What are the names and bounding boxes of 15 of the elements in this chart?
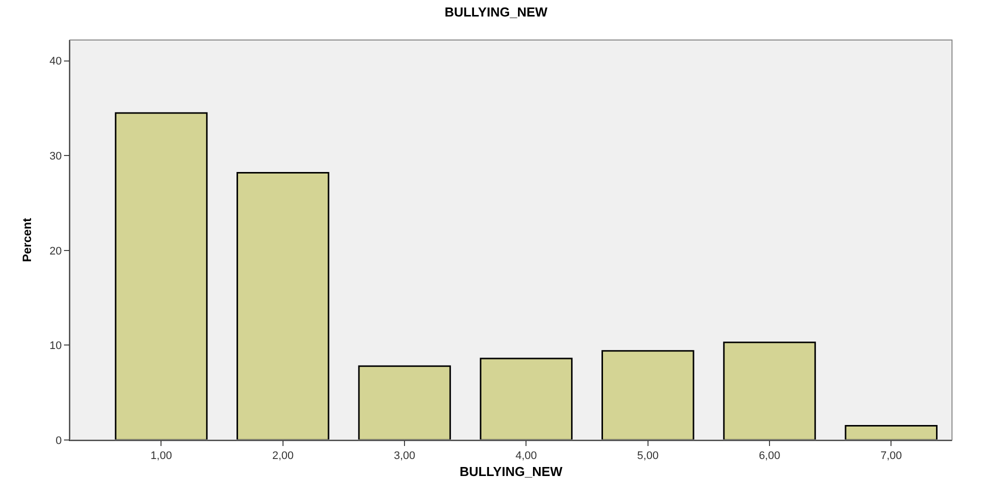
chart-title: BULLYING_NEW: [444, 4, 548, 20]
x-tick-label: 2,00: [272, 450, 294, 462]
x-tick-label: 3,00: [394, 450, 416, 462]
x-tick-label: 5,00: [637, 450, 659, 462]
x-axis-title: BULLYING_NEW: [460, 464, 564, 479]
y-tick-label: 10: [50, 340, 62, 352]
x-tick-label: 4,00: [516, 450, 537, 462]
y-tick-label: 30: [50, 150, 62, 162]
y-tick-label: 0: [56, 434, 62, 447]
y-tick-label: 20: [50, 245, 62, 258]
x-tick-label: 6,00: [758, 450, 780, 462]
x-tick-label: 7,00: [880, 450, 902, 462]
x-tick-label: 1,00: [150, 450, 172, 462]
y-tick-label: 40: [50, 56, 62, 68]
y-axis-title: Percent: [20, 218, 34, 262]
